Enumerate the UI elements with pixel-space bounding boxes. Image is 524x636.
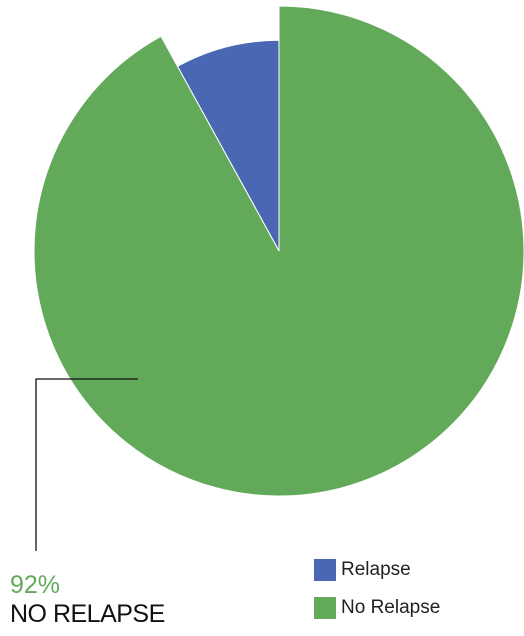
legend-label-relapse: Relapse	[341, 559, 411, 580]
legend-label-no-relapse: No Relapse	[341, 597, 441, 618]
pie-slices	[33, 5, 524, 497]
pie-slice-relapse	[176, 39, 280, 252]
callout-category-label: NO RELAPSE	[10, 600, 165, 628]
legend: Relapse No Relapse	[314, 559, 441, 636]
legend-item-no-relapse: No Relapse	[314, 597, 441, 619]
callout-leader-line	[35, 378, 138, 551]
legend-swatch-no-relapse	[314, 597, 336, 619]
legend-item-relapse: Relapse	[314, 559, 440, 581]
callout-percent-label: 92%	[10, 571, 61, 599]
pie-slice-no-relapse	[33, 5, 524, 497]
legend-swatch-relapse	[314, 559, 336, 581]
